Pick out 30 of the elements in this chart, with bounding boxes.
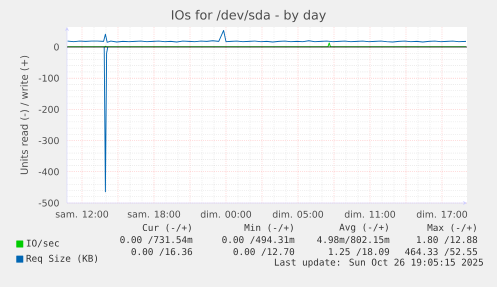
- text: Last update: Sun Oct 26 19:05:15 2025: [274, 258, 483, 268]
- y-tick-label: 0: [54, 43, 59, 50]
- y-tick-label: -400: [38, 168, 59, 176]
- text: Max (-/+): [428, 224, 476, 232]
- text: 0.00 /494.31m: [222, 236, 294, 244]
- text: 1.25 /18.09: [329, 248, 390, 256]
- x-tick-label: sam. 12:00: [56, 210, 108, 218]
- text: Avg (-/+): [339, 223, 388, 233]
- x-tick-label: dim. 17:00: [416, 210, 468, 218]
- text: 0.00 /16.36: [132, 248, 192, 256]
- y-tick-label: -200: [38, 106, 59, 113]
- chart-title: IOs for /dev/sda - by day: [172, 10, 326, 22]
- text: Min (-/+): [244, 224, 293, 232]
- x-tick-label: sam. 18:00: [128, 210, 180, 218]
- y-tick-label: -300: [38, 137, 59, 144]
- legend-label: Req Size (KB): [26, 254, 98, 264]
- legend-label: IO/sec: [26, 240, 59, 248]
- text: 464.33 /52.55: [405, 248, 477, 256]
- y-tick-label: -100: [38, 74, 59, 82]
- text: 0.00 /12.70: [234, 248, 294, 256]
- y-tick-label: -500: [38, 199, 59, 207]
- line-series: [67, 30, 466, 43]
- text: 4.98m/802.15m: [317, 236, 390, 244]
- x-tick-label: dim. 11:00: [344, 210, 396, 218]
- text: Cur (-/+): [142, 224, 191, 232]
- x-tick-label: dim. 00:00: [200, 210, 252, 218]
- x-tick-label: dim. 05:00: [272, 210, 324, 218]
- text: 1.80 /12.88: [417, 236, 478, 244]
- text: 0.00 /731.54m: [120, 236, 192, 244]
- y-axis-title: Units read (-) / write (+): [20, 56, 30, 174]
